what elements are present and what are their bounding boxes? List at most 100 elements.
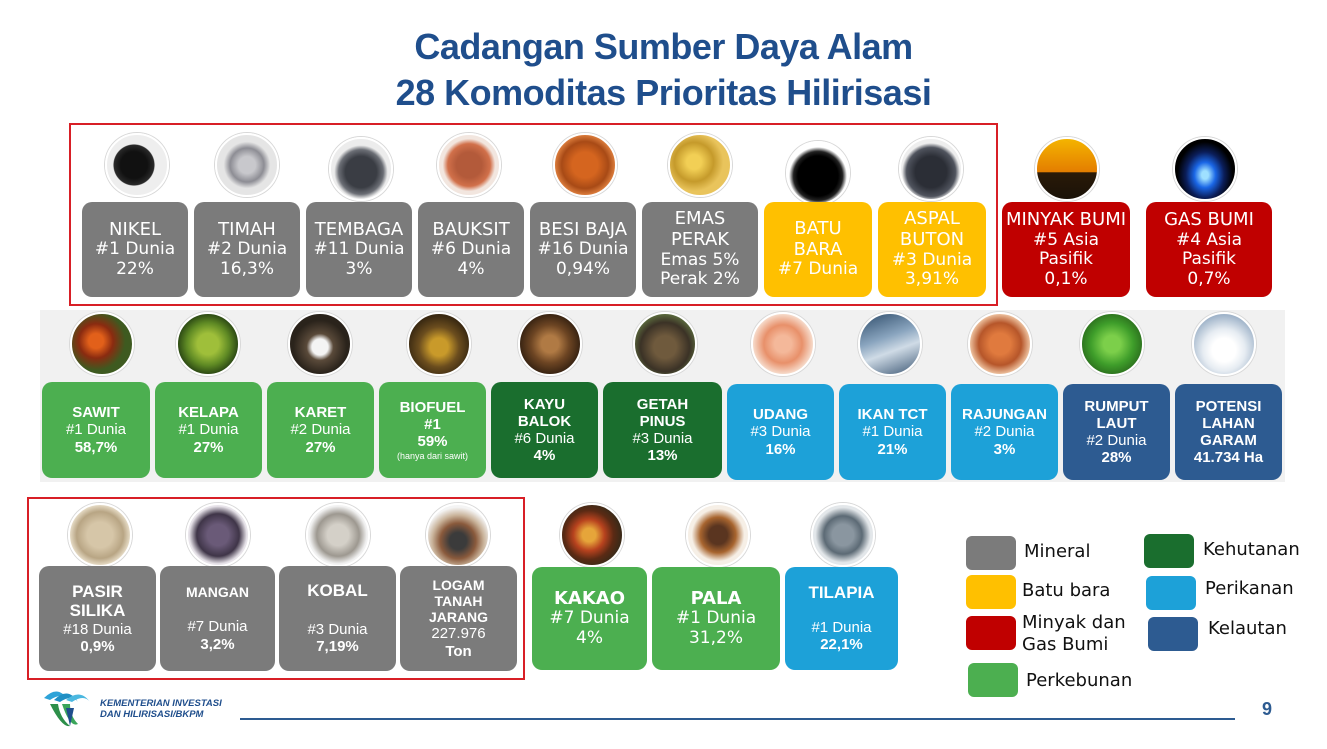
page-title-line-2: 28 Komoditas Prioritas Hilirisasi <box>395 72 932 113</box>
card-share: 22,1% <box>820 636 863 654</box>
card-rank: #2 Dunia <box>290 421 351 439</box>
card-name: KOBAL <box>307 581 368 601</box>
card-name: KAKAO <box>553 587 626 609</box>
card-rank: #1 Dunia <box>178 421 239 439</box>
page-number: 9 <box>1262 699 1273 719</box>
legend-swatch-migas <box>966 616 1016 650</box>
palm-fruit-icon <box>70 312 134 376</box>
card-share: 16,3% <box>219 258 274 279</box>
coal-icon <box>786 141 850 205</box>
iron-ore-icon <box>553 133 617 197</box>
legend-label-batubara: Batu bara <box>1022 580 1111 601</box>
card-rank: #5 Asia Pasifik <box>1032 229 1100 270</box>
card-rumput-laut: RUMPUT LAUT #2 Dunia 28% <box>1063 384 1170 480</box>
card-name: POTENSI <box>1195 397 1262 415</box>
card-nikel: NIKEL #1 Dunia 22% <box>82 202 188 297</box>
card-name-2: BARA <box>793 238 843 260</box>
card-mangan: MANGAN #7 Dunia 3,2% <box>160 566 275 671</box>
card-sawit: SAWIT #1 Dunia 58,7% <box>42 382 150 478</box>
card-tembaga: TEMBAGA #11 Dunia 3% <box>306 202 412 297</box>
card-rajungan: RAJUNGAN #2 Dunia 3% <box>951 384 1058 480</box>
asphalt-icon <box>899 137 963 201</box>
card-name-2: LAUT <box>1096 414 1137 432</box>
legend-label-perikanan: Perikanan <box>1205 578 1294 599</box>
card-besi-baja: BESI BAJA #16 Dunia 0,94% <box>530 202 636 297</box>
card-rank: #4 Asia Pasifik <box>1175 229 1243 270</box>
pine-resin-icon <box>633 312 697 376</box>
card-name-2: SILIKA <box>69 601 126 621</box>
card-share-perak: Perak 2% <box>660 269 740 290</box>
card-bauksit: BAUKSIT #6 Dunia 4% <box>418 202 524 297</box>
legend-label-perkebunan: Perkebunan <box>1026 670 1133 691</box>
card-rank: #3 Dunia <box>891 249 973 270</box>
card-kakao: KAKAO #7 Dunia 4% <box>532 567 647 670</box>
card-share: 3,91% <box>904 269 959 290</box>
card-name: GAS BUMI <box>1164 208 1254 230</box>
card-rank: #3 Dunia <box>750 423 811 441</box>
card-name: UDANG <box>753 406 808 424</box>
seaweed-icon <box>1080 312 1144 376</box>
legend-swatch-kelautan <box>1148 617 1198 651</box>
legend-swatch-perkebunan <box>968 663 1018 697</box>
gas-flame-icon <box>1173 137 1237 201</box>
card-name-2: PINUS <box>639 412 686 430</box>
card-value: 41.734 Ha <box>1193 449 1264 467</box>
gold-nugget-icon <box>668 133 732 197</box>
card-rank: #18 Dunia <box>63 620 132 638</box>
rubber-latex-icon <box>288 312 352 376</box>
card-share: 0,7% <box>1187 268 1231 289</box>
card-potensi-lahan-garam: POTENSI LAHAN GARAM 41.734 Ha <box>1175 384 1282 480</box>
card-timah: TIMAH #2 Dunia 16,3% <box>194 202 300 297</box>
card-kobal: KOBAL #3 Dunia 7,19% <box>279 566 396 671</box>
card-share: 31,2% <box>688 627 743 648</box>
coconut-icon <box>176 312 240 376</box>
tin-icon <box>215 133 279 197</box>
legend-label-mineral: Mineral <box>1024 541 1091 562</box>
footer-divider <box>240 718 1235 720</box>
card-name: TIMAH <box>218 218 276 240</box>
nickel-ore-icon <box>105 133 169 197</box>
card-rank: #3 Dunia <box>632 430 693 447</box>
card-name-2: LAHAN <box>1202 414 1255 432</box>
card-name: LOGAM <box>432 577 485 594</box>
card-ikan-tct: IKAN TCT #1 Dunia 21% <box>839 384 946 480</box>
card-name: ASPAL <box>904 208 960 230</box>
highlight-box-top <box>69 123 998 306</box>
shrimp-icon <box>751 312 815 376</box>
card-logam-tanah-jarang: LOGAM TANAH JARANG 227.976 Ton <box>400 566 517 671</box>
card-name: KARET <box>294 404 347 422</box>
card-biofuel: BIOFUEL #1 59% (hanya dari sawit) <box>379 382 486 478</box>
card-name-2: TANAH <box>434 593 483 610</box>
card-aspal-buton: ASPAL BUTON #3 Dunia 3,91% <box>878 202 986 297</box>
card-share: 59% <box>417 433 448 451</box>
legend-label-migas-1: Minyak dan <box>1022 612 1126 633</box>
salt-icon <box>1192 312 1256 376</box>
highlight-box-bottom <box>27 497 525 680</box>
cocoa-icon <box>560 503 624 567</box>
card-emas-perak: EMAS PERAK Emas 5% Perak 2% <box>642 202 758 297</box>
card-rank: #11 Dunia <box>313 239 405 260</box>
card-name-3: JARANG <box>428 609 489 626</box>
card-getah-pinus: GETAH PINUS #3 Dunia 13% <box>603 382 722 478</box>
card-kelapa: KELAPA #1 Dunia 27% <box>155 382 262 478</box>
card-value: 227.976 <box>431 625 486 643</box>
card-name: RAJUNGAN <box>961 406 1047 424</box>
card-name: MINYAK BUMI <box>1005 208 1127 230</box>
card-rank: #1 Dunia <box>811 619 872 637</box>
card-rank: #6 Dunia <box>514 430 575 447</box>
card-name: SAWIT <box>72 404 120 422</box>
card-share: 27% <box>305 438 336 456</box>
legend-swatch-perikanan <box>1146 576 1196 610</box>
card-rank: #7 Dunia <box>777 259 859 280</box>
card-rank: #1 Dunia <box>675 608 757 629</box>
card-rank: #2 Dunia <box>974 423 1035 441</box>
card-name: IKAN TCT <box>857 406 928 424</box>
card-share: 4% <box>457 258 485 279</box>
silica-sand-icon <box>68 503 132 567</box>
card-name: BATU <box>794 218 842 240</box>
card-name: MANGAN <box>186 584 249 601</box>
nutmeg-icon <box>686 503 750 567</box>
ministry-logo-icon <box>44 691 90 727</box>
card-rank: #7 Dunia <box>187 618 248 636</box>
card-name: PASIR <box>72 581 123 601</box>
